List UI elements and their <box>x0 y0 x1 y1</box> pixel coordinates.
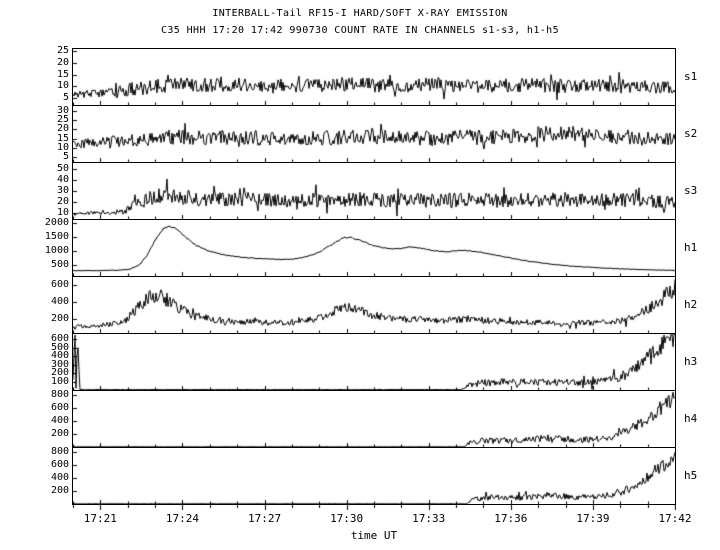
ytick-label-s3-40: 40 <box>56 173 69 185</box>
ytick-label-h2-600: 600 <box>50 279 69 291</box>
trace-h5 <box>73 448 675 504</box>
trace-h3 <box>73 334 675 390</box>
panel-s1 <box>72 48 676 106</box>
ytick-label-h1-2000: 2000 <box>44 216 69 228</box>
channel-label-s1: s1 <box>684 70 698 83</box>
ytick-label-h4-600: 600 <box>50 401 69 413</box>
panel-h4 <box>72 390 676 448</box>
ytick-label-s2-30: 30 <box>56 105 69 117</box>
panel-s2 <box>72 105 676 163</box>
xtick-label-17:24: 17:24 <box>165 512 200 525</box>
ytick-label-s2-10: 10 <box>56 141 69 153</box>
ytick-label-s1-5: 5 <box>62 92 69 103</box>
ytick-label-s2-20: 20 <box>56 123 69 135</box>
xtick-label-17:36: 17:36 <box>494 512 528 525</box>
ytick-label-s3-30: 30 <box>56 185 69 196</box>
ytick-label-s3-10: 10 <box>56 207 69 219</box>
ytick-label-h1-1000: 1000 <box>44 244 69 256</box>
ytick-label-s2-5: 5 <box>62 150 69 162</box>
ytick-label-h3-500: 500 <box>50 341 69 353</box>
ytick-label-h4-800: 800 <box>50 388 69 400</box>
ytick-label-s1-25: 25 <box>56 45 69 57</box>
channel-label-s3: s3 <box>684 184 698 197</box>
panel-h1 <box>72 219 676 277</box>
ytick-label-h5-400: 400 <box>50 471 69 483</box>
xtick-label-17:42: 17:42 <box>658 512 692 525</box>
ytick-label-h5-800: 800 <box>50 445 69 457</box>
ytick-label-s1-15: 15 <box>56 68 69 80</box>
ytick-label-h3-100: 100 <box>50 375 69 387</box>
trace-s1 <box>73 49 675 105</box>
ytick-label-h2-400: 400 <box>50 296 69 308</box>
xtick-label-17:27: 17:27 <box>247 512 282 525</box>
ytick-label-h1-1500: 1500 <box>44 230 69 242</box>
ytick-label-h3-400: 400 <box>50 350 69 362</box>
ytick-label-h2-200: 200 <box>50 312 69 324</box>
ytick-label-s1-20: 20 <box>56 57 69 68</box>
channel-label-s2: s2 <box>684 127 698 140</box>
ytick-label-s3-20: 20 <box>56 196 69 208</box>
panel-h2 <box>72 276 676 334</box>
xtick-label-17:30: 17:30 <box>330 512 364 525</box>
ytick-label-s2-15: 15 <box>56 132 69 144</box>
channel-label-h5: h5 <box>684 469 698 482</box>
ytick-label-h5-600: 600 <box>50 458 69 470</box>
ytick-label-h1-500: 500 <box>50 258 69 270</box>
panel-h5 <box>72 447 676 505</box>
ytick-label-h3-300: 300 <box>50 358 69 370</box>
x-axis-ticks <box>72 505 676 511</box>
trace-s3 <box>73 163 675 219</box>
ytick-label-s3-50: 50 <box>56 162 69 174</box>
ytick-label-s2-25: 25 <box>56 114 69 126</box>
ytick-label-h3-600: 600 <box>50 333 69 345</box>
trace-s2 <box>73 106 675 162</box>
panel-h3 <box>72 333 676 391</box>
trace-h1 <box>73 220 675 276</box>
channel-label-h1: h1 <box>684 241 698 254</box>
ytick-label-h5-200: 200 <box>50 484 69 496</box>
xtick-label-17:39: 17:39 <box>576 512 610 525</box>
channel-label-h3: h3 <box>684 355 698 368</box>
xtick-label-17:33: 17:33 <box>412 512 446 525</box>
panel-s3 <box>72 162 676 220</box>
x-axis-label: time UT <box>350 529 398 542</box>
ytick-label-h3-200: 200 <box>50 367 69 379</box>
channel-label-h4: h4 <box>684 412 698 425</box>
trace-h4 <box>73 391 675 447</box>
ytick-label-h4-200: 200 <box>50 427 69 439</box>
channel-label-h2: h2 <box>684 298 698 311</box>
plot-title: INTERBALL-Tail RF15-I HARD/SOFT X-RAY EM… <box>212 8 508 19</box>
trace-h2 <box>73 277 675 333</box>
ytick-label-s1-10: 10 <box>56 80 69 92</box>
xtick-label-17:21: 17:21 <box>83 512 117 525</box>
plot-subtitle: C35 HHH 17:20 17:42 990730 COUNT RATE IN… <box>160 25 560 36</box>
ytick-label-h4-400: 400 <box>50 414 69 426</box>
